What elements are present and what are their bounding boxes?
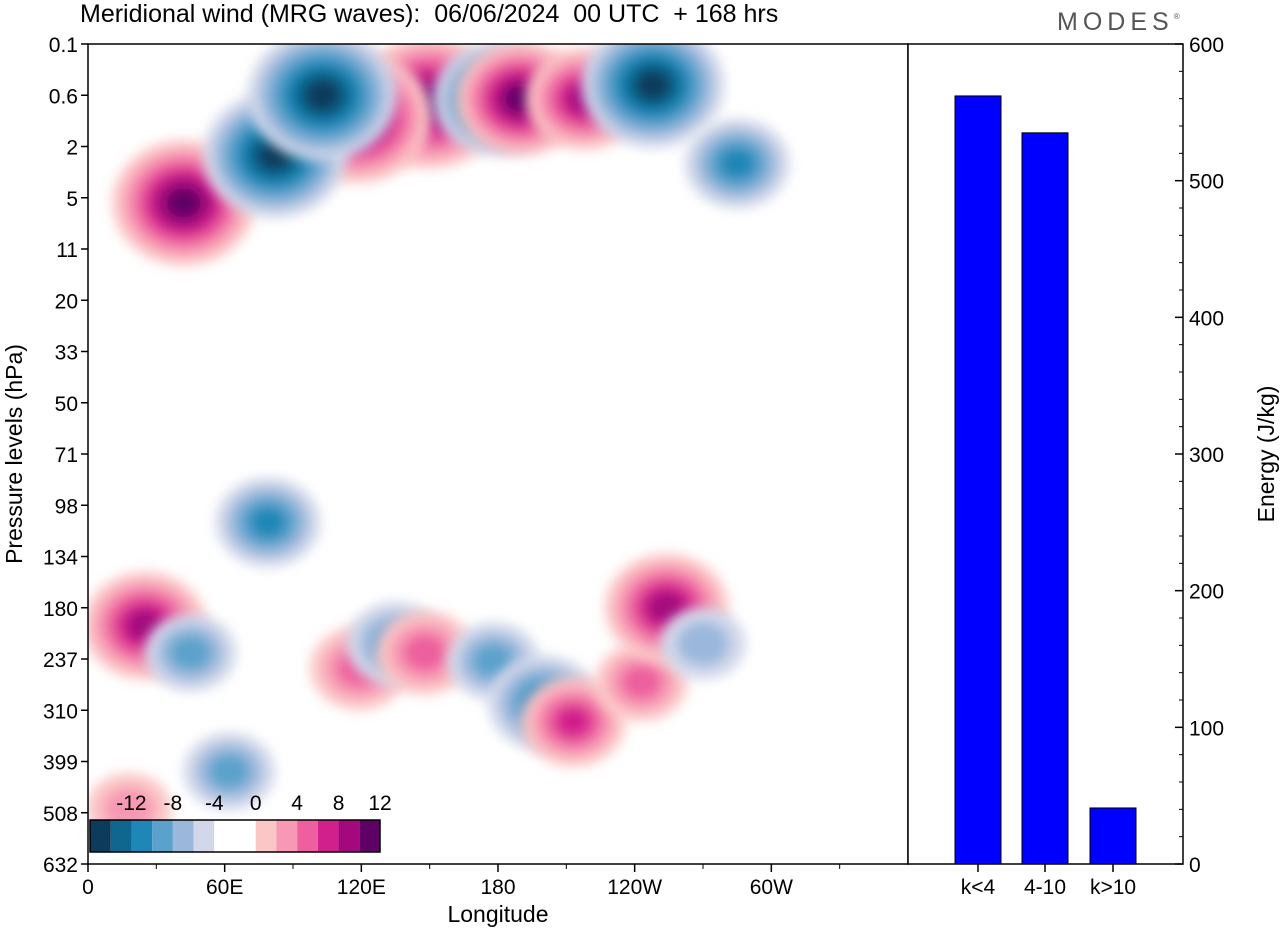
bar-category-label: k<4 — [961, 876, 996, 899]
y-tick-label: 20 — [55, 290, 78, 313]
y-tick-label: 5 — [66, 188, 78, 211]
colorbar-swatch — [90, 820, 111, 852]
colorbar-label: 8 — [333, 792, 345, 815]
colorbar-swatch — [131, 820, 153, 852]
energy-tick-label: 0 — [1189, 854, 1201, 877]
negative-wind-cell — [215, 477, 321, 568]
x-axis-label: Longitude — [447, 901, 548, 927]
y-tick-label: 134 — [43, 547, 78, 570]
negative-wind-cell — [660, 607, 746, 680]
colorbar-swatch — [172, 820, 194, 852]
negative-wind-cell — [183, 732, 276, 811]
y-tick-label: 71 — [55, 444, 78, 467]
x-tick-label: 60W — [750, 876, 793, 899]
colorbar-label: 12 — [368, 792, 391, 815]
y-tick-label: 2 — [66, 137, 78, 160]
y-tick-label: 180 — [43, 598, 78, 621]
y-tick-label: 33 — [55, 342, 78, 365]
contour-band — [208, 754, 250, 789]
y-tick-label: 98 — [55, 495, 78, 518]
positive-wind-cell — [520, 676, 626, 767]
page-title: Meridional wind (MRG waves): 06/06/2024 … — [80, 0, 779, 28]
x-tick-label: 180 — [480, 876, 515, 899]
y-tick-label: 50 — [55, 393, 78, 416]
x-tick-label: 120W — [607, 876, 662, 899]
energy-tick-label: 400 — [1189, 307, 1224, 330]
negative-wind-cell — [144, 613, 237, 692]
colorbar-swatch — [152, 820, 173, 852]
contour-band — [166, 187, 202, 219]
longitude-axis: 0 60E 120E 180 120W 60W — [82, 864, 841, 899]
energy-tick-label: 100 — [1189, 717, 1224, 740]
contour-band — [304, 79, 341, 112]
y-tick-label: 0.6 — [49, 85, 78, 108]
y-axis-label: Pressure levels (hPa) — [1, 344, 27, 564]
energy-tick-label: 200 — [1189, 581, 1224, 604]
negative-wind-cell — [247, 44, 398, 162]
negative-wind-cell — [581, 44, 725, 148]
energy-bar — [1021, 132, 1069, 865]
modes-logo: MODES® — [1057, 8, 1180, 37]
colorbar-swatch — [235, 820, 256, 852]
colorbar-frame — [89, 819, 381, 853]
contour-band — [648, 592, 685, 624]
y-tick-label: 632 — [43, 854, 78, 877]
contour-panel: 0.1 0.6 2 5 11 20 33 50 71 98 134 180 237 310 399 508 63… — [1, 34, 909, 927]
colorbar-swatch — [193, 820, 215, 852]
wavenumber-axis: k<4 4-10 k>10 — [961, 864, 1136, 899]
registered-mark-icon: ® — [1173, 12, 1180, 21]
y-tick-label: 399 — [43, 752, 78, 775]
colorbar-swatch — [214, 820, 235, 852]
bar-category-label: 4-10 — [1024, 876, 1066, 899]
y-tick-label: 0.1 — [49, 34, 78, 57]
energy-axis-label: Energy (J/kg) — [1253, 386, 1279, 523]
colorbar-swatch — [297, 820, 318, 852]
energy-tick-label: 500 — [1189, 171, 1224, 194]
negative-wind-cell — [684, 118, 790, 209]
contour-band — [718, 147, 756, 180]
y-tick-label: 508 — [43, 803, 78, 826]
y-tick-label: 237 — [43, 649, 78, 672]
y-tick-label: 11 — [56, 239, 78, 262]
contour-band — [403, 634, 447, 672]
pressure-axis: 0.1 0.6 2 5 11 20 33 50 71 98 134 180 237 310 399 508 63… — [43, 34, 88, 877]
contour-band — [635, 69, 671, 101]
energy-axis: 0 100 200 300 400 500 600 — [1175, 34, 1224, 877]
logo-text: MODES — [1057, 8, 1174, 36]
colorbar-label: -8 — [164, 792, 183, 815]
contour-band — [621, 664, 662, 700]
colorbar-swatch — [359, 820, 380, 852]
colorbar: -12 -8 -4 0 4 8 12 — [89, 792, 392, 853]
colorbar-label: 4 — [291, 792, 303, 815]
positive-wind-cell — [595, 643, 688, 722]
energy-bar — [954, 95, 1002, 865]
x-tick-label: 120E — [337, 876, 386, 899]
contour-band — [554, 706, 592, 738]
colorbar-label: 0 — [250, 792, 262, 815]
contour-field — [88, 44, 790, 845]
energy-tick-label: 600 — [1189, 34, 1224, 57]
positive-wind-cell — [375, 610, 475, 695]
contour-band — [676, 621, 730, 666]
bar-category-label: k>10 — [1090, 876, 1136, 899]
contour-band — [170, 635, 211, 671]
colorbar-label: -12 — [116, 792, 146, 815]
energy-tick-label: 300 — [1189, 444, 1224, 467]
colorbar-swatch — [255, 820, 277, 852]
x-tick-label: 0 — [82, 876, 94, 899]
colorbar-swatch — [317, 820, 339, 852]
colorbar-swatch — [276, 820, 298, 852]
x-tick-label: 60E — [206, 876, 243, 899]
energy-bar — [1089, 807, 1137, 865]
contour-band — [249, 506, 287, 538]
contour-band — [473, 643, 514, 679]
colorbar-label: -4 — [205, 792, 224, 815]
colorbar-swatch — [338, 820, 360, 852]
y-tick-label: 310 — [43, 700, 78, 723]
colorbar-swatch — [110, 820, 132, 852]
energy-bar-panel: 0 100 200 300 400 500 600 k<4 4-10 k>10 Energy (… — [907, 34, 1279, 899]
